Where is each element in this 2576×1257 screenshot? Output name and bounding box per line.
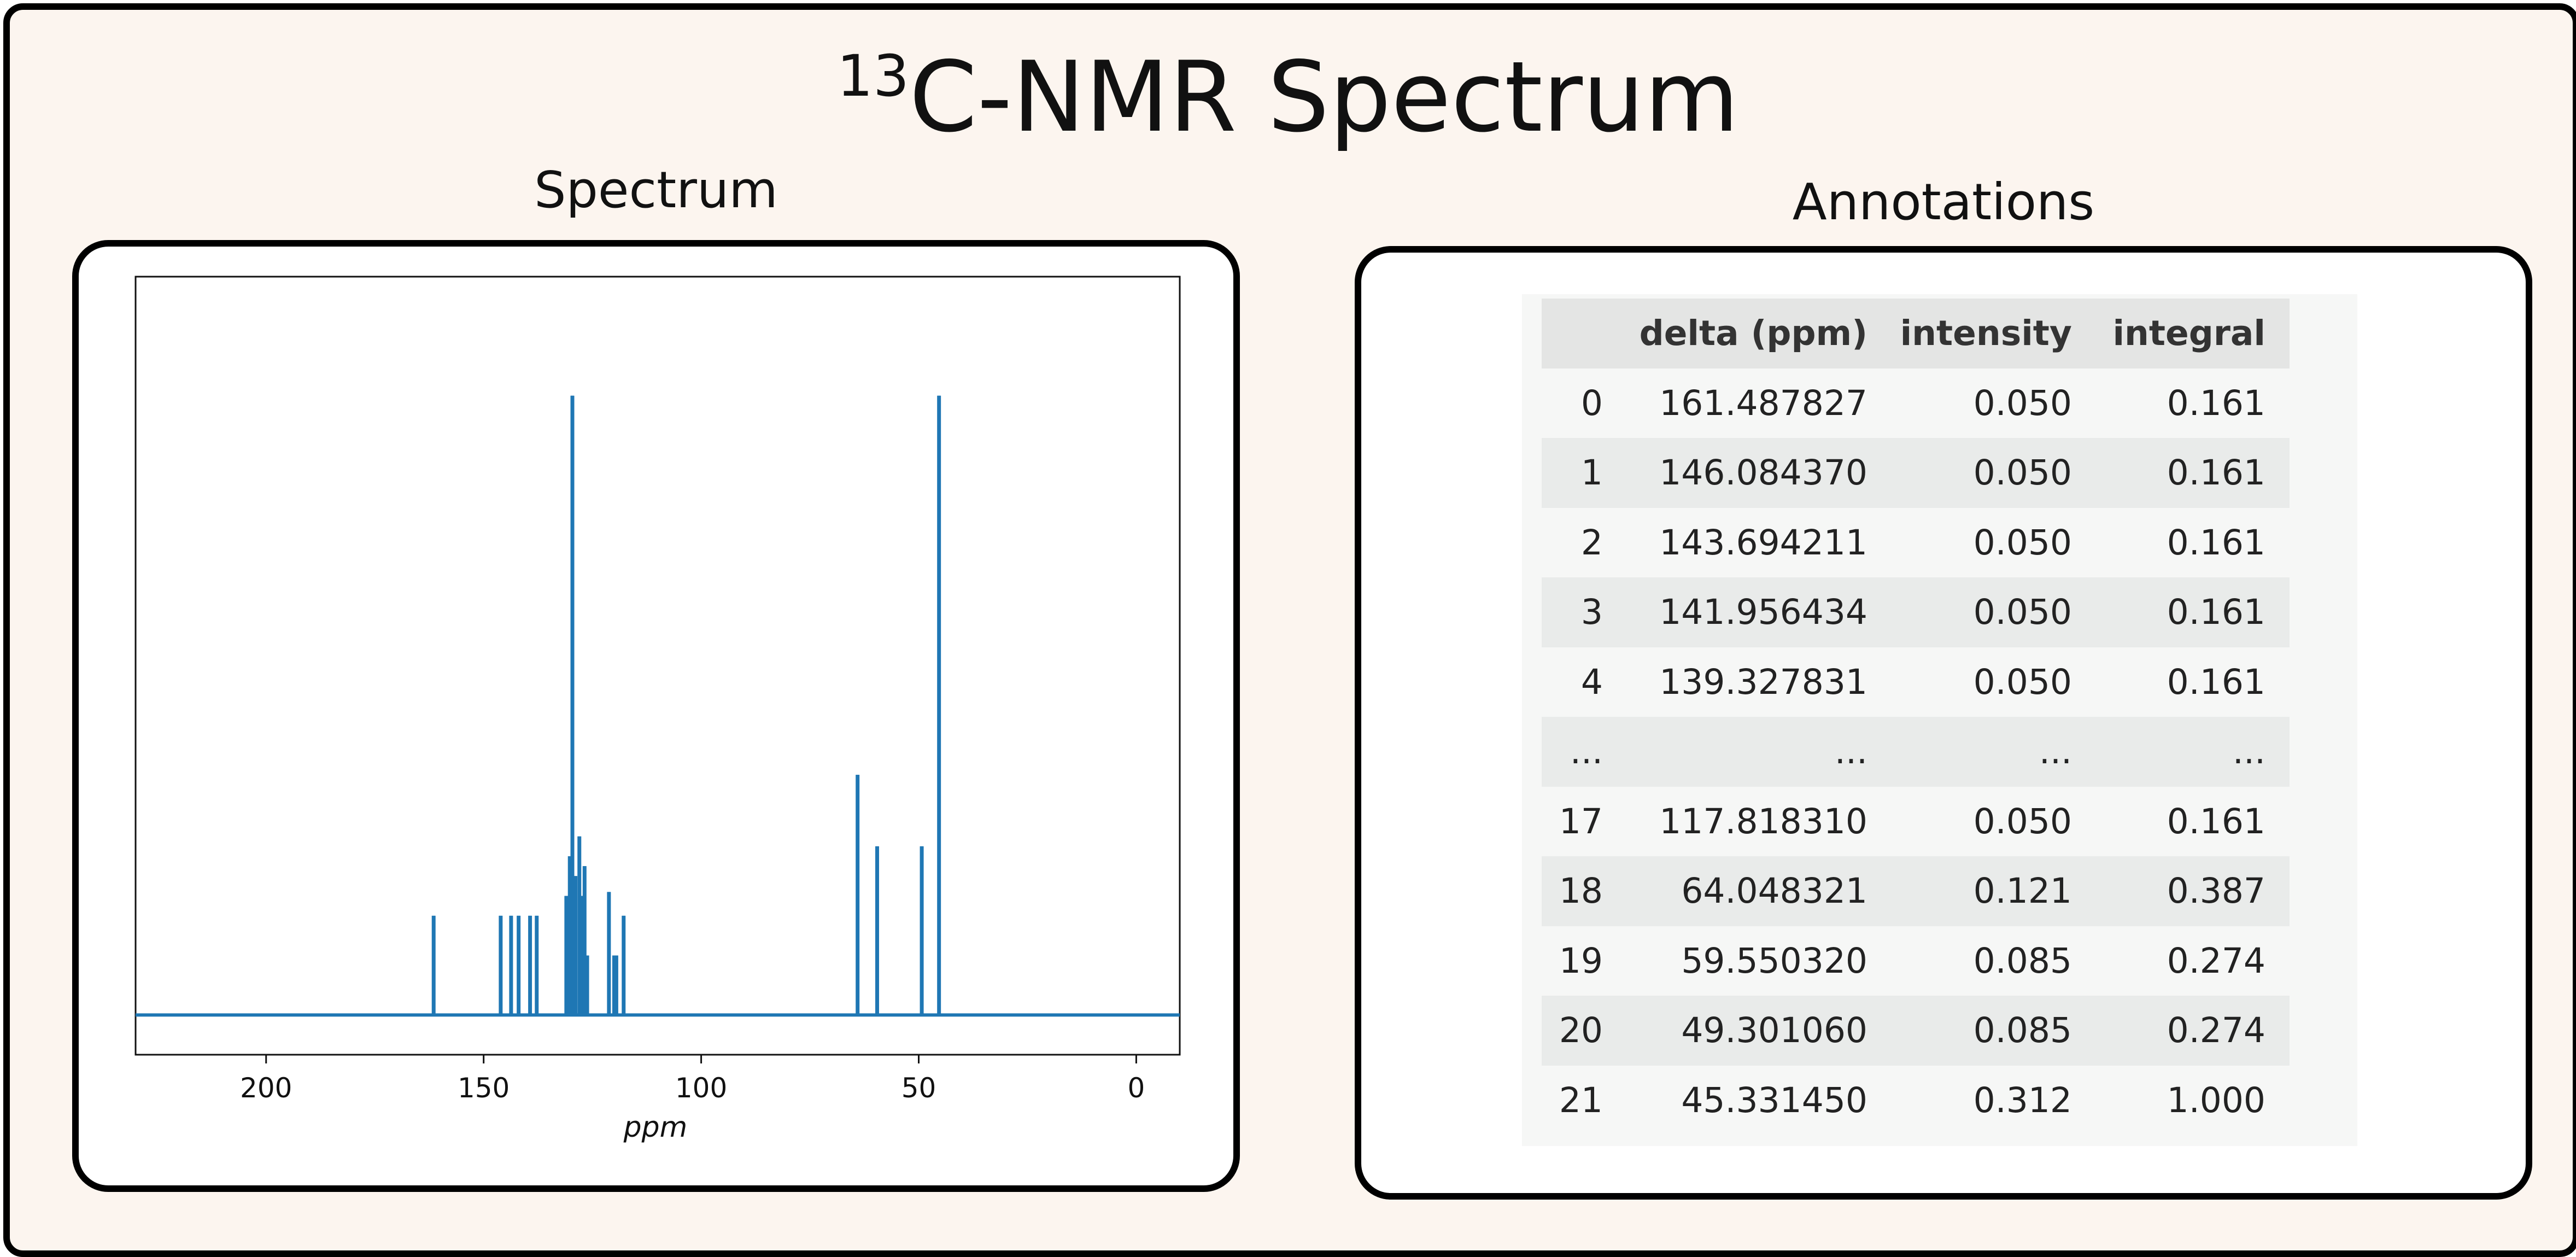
row-index: ...	[1570, 732, 1603, 772]
cell-delta: 49.301060	[1681, 1010, 1867, 1051]
main-title: 13C-NMR Spectrum	[0, 43, 2576, 152]
cell-integral: ...	[2232, 732, 2265, 772]
cell-delta: 45.331450	[1681, 1080, 1867, 1120]
table-row: 3 141.956434 0.050 0.161	[1542, 577, 2290, 647]
row-index: 0	[1580, 383, 1603, 423]
cell-integral: 0.274	[2167, 1010, 2265, 1051]
header-integral: integral	[2112, 313, 2265, 354]
table-row-ellipsis: ... ... ... ...	[1542, 717, 2290, 787]
cell-delta: 161.487827	[1659, 383, 1867, 423]
cell-integral: 1.000	[2167, 1080, 2265, 1120]
cell-integral: 0.161	[2167, 801, 2265, 841]
cell-delta: ...	[1834, 732, 1867, 772]
table-row: 18 64.048321 0.121 0.387	[1542, 856, 2290, 926]
cell-intensity: 0.121	[1973, 871, 2072, 911]
peak-markers	[431, 395, 941, 1015]
header-delta: delta (ppm)	[1639, 313, 1867, 354]
row-index: 17	[1559, 801, 1603, 841]
cell-intensity: 0.050	[1973, 801, 2072, 841]
x-axis-label: ppm	[623, 1111, 688, 1144]
table-row: 4 139.327831 0.050 0.161	[1542, 647, 2290, 717]
row-index: 20	[1559, 1010, 1603, 1051]
cell-integral: 0.161	[2167, 592, 2265, 633]
x-tick-label: 50	[901, 1072, 936, 1104]
cell-intensity: 0.050	[1973, 662, 2072, 702]
table-row: 19 59.550320 0.085 0.274	[1542, 926, 2290, 996]
cell-intensity: 0.050	[1973, 592, 2072, 633]
table-header-row: delta (ppm) intensity integral	[1542, 299, 2290, 369]
table-row: 21 45.331450 0.312 1.000	[1542, 1065, 2290, 1135]
x-tick-label: 100	[675, 1072, 727, 1104]
spectrum-panel-title: Spectrum	[534, 161, 778, 219]
cell-intensity: 0.050	[1973, 522, 2072, 563]
header-intensity: intensity	[1900, 313, 2072, 354]
plot-area	[134, 276, 1181, 1056]
table-row: 0 161.487827 0.050 0.161	[1542, 368, 2290, 438]
title-text: C-NMR Spectrum	[909, 40, 1740, 154]
cell-delta: 146.084370	[1659, 453, 1867, 493]
cell-integral: 0.161	[2167, 522, 2265, 563]
cell-intensity: 0.050	[1973, 453, 2072, 493]
row-index: 19	[1559, 940, 1603, 981]
x-axis: 200 150 100 50 0	[240, 1055, 1145, 1104]
cell-intensity: 0.050	[1973, 383, 2072, 423]
cell-integral: 0.387	[2167, 871, 2265, 911]
cell-delta: 117.818310	[1659, 801, 1867, 841]
cell-intensity: 0.085	[1973, 1010, 2072, 1051]
table-row: 1 146.084370 0.050 0.161	[1542, 438, 2290, 508]
header-index	[1542, 299, 1627, 369]
cell-delta: 59.550320	[1681, 940, 1867, 981]
table-row: 20 49.301060 0.085 0.274	[1542, 996, 2290, 1066]
cell-integral: 0.274	[2167, 940, 2265, 981]
cell-intensity: ...	[2039, 732, 2072, 772]
title-superscript: 13	[836, 43, 910, 109]
row-index: 4	[1580, 662, 1603, 702]
cell-integral: 0.161	[2167, 383, 2265, 423]
x-tick-label: 200	[240, 1072, 292, 1104]
cell-intensity: 0.085	[1973, 940, 2072, 981]
cell-delta: 139.327831	[1659, 662, 1867, 702]
table-row: 17 117.818310 0.050 0.161	[1542, 786, 2290, 856]
cell-integral: 0.161	[2167, 453, 2265, 493]
x-tick-label: 150	[458, 1072, 510, 1104]
row-index: 21	[1559, 1080, 1603, 1120]
row-index: 2	[1580, 522, 1603, 563]
annotations-table: delta (ppm) intensity integral 0 161.487…	[1542, 299, 2290, 1135]
row-index: 1	[1580, 453, 1603, 493]
cell-integral: 0.161	[2167, 662, 2265, 702]
row-index: 18	[1559, 871, 1603, 911]
x-tick-label: 0	[1128, 1072, 1145, 1104]
table-row: 2 143.694211 0.050 0.161	[1542, 507, 2290, 577]
row-index: 3	[1580, 592, 1603, 633]
annotations-panel-title: Annotations	[1792, 173, 2095, 231]
cell-intensity: 0.312	[1973, 1080, 2072, 1120]
cell-delta: 143.694211	[1659, 522, 1867, 563]
annotations-table-container: delta (ppm) intensity integral 0 161.487…	[1522, 294, 2357, 1146]
cell-delta: 141.956434	[1659, 592, 1867, 633]
cell-delta: 64.048321	[1681, 871, 1867, 911]
